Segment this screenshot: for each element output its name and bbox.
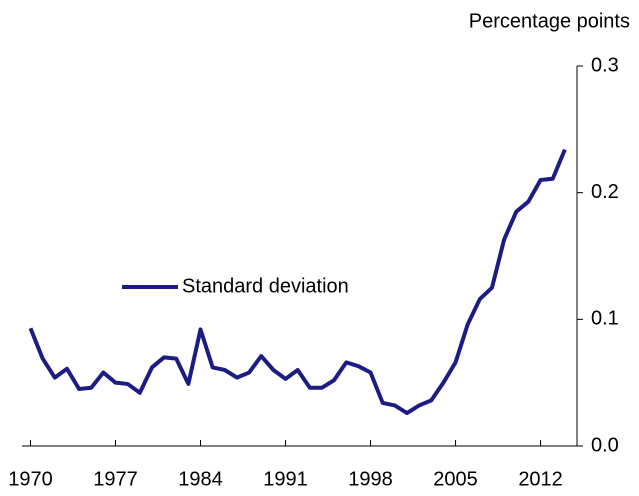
x-tick-label: 1977: [93, 468, 138, 490]
y-tick-label: 0.1: [591, 308, 619, 330]
x-tick-label: 1998: [348, 468, 393, 490]
x-tick-label: 2012: [518, 468, 563, 490]
x-tick-label: 1970: [8, 468, 53, 490]
x-tick-label: 1984: [178, 468, 223, 490]
x-tick-label: 1991: [263, 468, 308, 490]
x-tick-label: 2005: [433, 468, 478, 490]
y-axis-label: Percentage points: [469, 10, 630, 32]
legend-label: Standard deviation: [182, 275, 349, 297]
y-tick-label: 0.0: [591, 434, 619, 456]
y-tick-label: 0.2: [591, 181, 619, 203]
data-line: [28, 148, 567, 416]
y-tick-label: 0.3: [591, 54, 619, 76]
